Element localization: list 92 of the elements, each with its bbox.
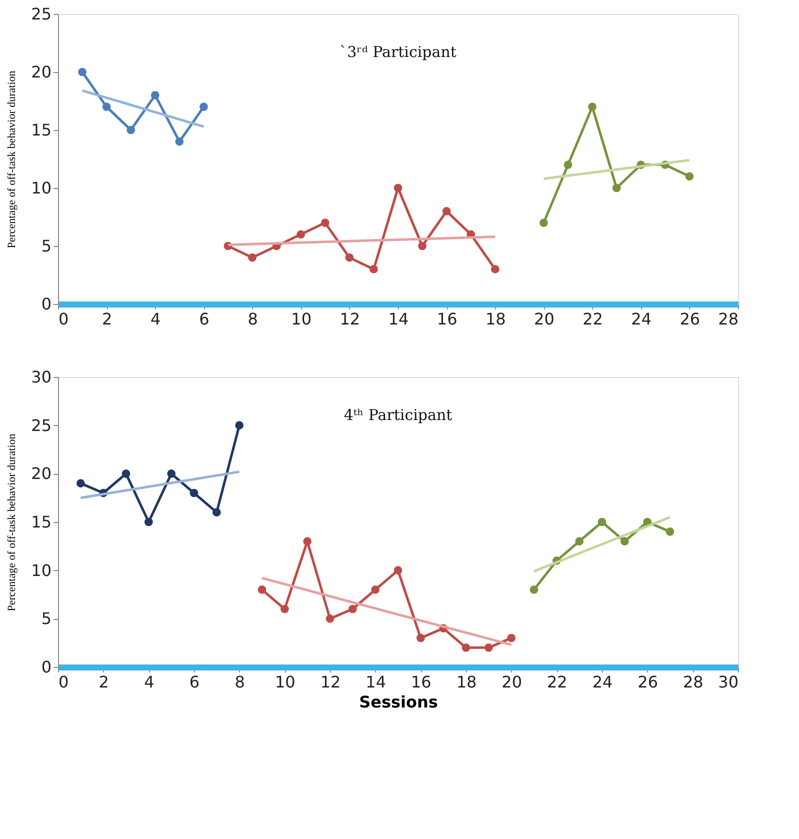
x-tick-label: 14 <box>366 672 386 692</box>
point <box>326 614 334 623</box>
point <box>102 102 111 111</box>
x-tick-label: 26 <box>638 672 658 692</box>
text: 4ᵗʰ Participant <box>344 406 452 424</box>
x-tick-label: 30 <box>718 672 738 692</box>
point <box>394 184 402 192</box>
y-tick-label: 25 <box>31 4 52 24</box>
x-tick-label: 24 <box>631 310 652 328</box>
point <box>144 518 153 526</box>
point <box>620 537 629 546</box>
point <box>280 604 289 614</box>
point <box>258 585 266 594</box>
point <box>575 537 584 546</box>
y-tick-label: 0 <box>41 658 52 676</box>
y-axis-title: Percentage of off-task behavior duration <box>6 70 18 248</box>
x-tick-label: 4 <box>150 310 161 328</box>
x-tick-label: 22 <box>546 672 568 692</box>
point <box>212 508 221 517</box>
y-tick-label: 25 <box>31 416 52 435</box>
point <box>320 218 330 227</box>
x-tick-label: 2 <box>102 310 112 328</box>
point <box>442 207 451 216</box>
x-tick-label: 28 <box>682 672 704 692</box>
point <box>122 469 130 478</box>
point <box>530 585 538 594</box>
x-tick-label: 8 <box>234 672 245 692</box>
point <box>150 91 160 100</box>
point <box>235 421 244 430</box>
point <box>371 585 380 594</box>
y-tick-label: 15 <box>31 120 52 140</box>
point <box>126 126 136 134</box>
x-tick-label: 12 <box>340 310 360 328</box>
x-tick-label: 8 <box>248 310 258 328</box>
y-tick-label: 5 <box>41 609 52 628</box>
y-tick-label: 10 <box>31 560 52 580</box>
point <box>685 172 694 181</box>
x-tick-label: 14 <box>388 310 409 328</box>
x-tick-label: 6 <box>199 310 210 328</box>
x-axis-title: Sessions <box>359 692 438 712</box>
point <box>167 469 176 478</box>
point <box>248 253 256 262</box>
x-tick-label: 18 <box>456 672 477 692</box>
y-tick-label: 10 <box>31 178 52 198</box>
point <box>303 537 312 546</box>
y-tick-label: 20 <box>31 62 52 82</box>
y-tick-label: 20 <box>31 464 52 484</box>
point <box>588 102 596 111</box>
x-tick-label: 0 <box>58 672 69 692</box>
point <box>200 102 208 111</box>
point <box>666 527 674 536</box>
y-axis-title: Percentage of off-task behavior duration <box>6 433 18 612</box>
point <box>507 634 516 642</box>
x-tick-label: 24 <box>592 672 613 692</box>
point <box>564 160 572 169</box>
point <box>490 265 500 274</box>
x-tick-label: 10 <box>291 310 312 328</box>
x-tick-label: 12 <box>320 672 341 692</box>
x-tick-label: 28 <box>718 310 738 328</box>
point <box>190 488 198 498</box>
point <box>348 604 357 614</box>
point <box>484 643 493 652</box>
point <box>418 242 426 250</box>
x-tick-label: 20 <box>502 672 522 692</box>
x-tick-label: 6 <box>189 672 200 692</box>
x-tick-label: 16 <box>410 672 432 692</box>
x-tick-label: 26 <box>680 310 700 328</box>
point <box>416 634 425 642</box>
x-tick-label: 22 <box>582 310 603 328</box>
x-tick-label: 20 <box>534 310 554 328</box>
x-tick-label: 4 <box>144 672 154 692</box>
point <box>540 218 548 227</box>
point <box>394 566 402 575</box>
x-tick-label: 2 <box>98 672 109 692</box>
point <box>78 68 86 76</box>
y-tick-label: 5 <box>41 236 52 256</box>
point <box>296 230 306 239</box>
point <box>345 253 354 262</box>
point <box>76 479 85 488</box>
point <box>370 265 378 274</box>
x-tick-label: 16 <box>436 310 458 328</box>
point <box>462 643 470 652</box>
point <box>612 184 621 192</box>
x-tick-label: 18 <box>485 310 506 328</box>
y-tick-label: 15 <box>31 512 52 532</box>
text: `3ʳᵈ Participant <box>340 43 456 61</box>
point <box>175 137 184 146</box>
x-tick-label: 0 <box>58 310 69 328</box>
x-tick-label: 10 <box>274 672 296 692</box>
point <box>598 518 606 526</box>
y-tick-label: 0 <box>41 294 52 314</box>
y-tick-label: 30 <box>31 368 52 386</box>
